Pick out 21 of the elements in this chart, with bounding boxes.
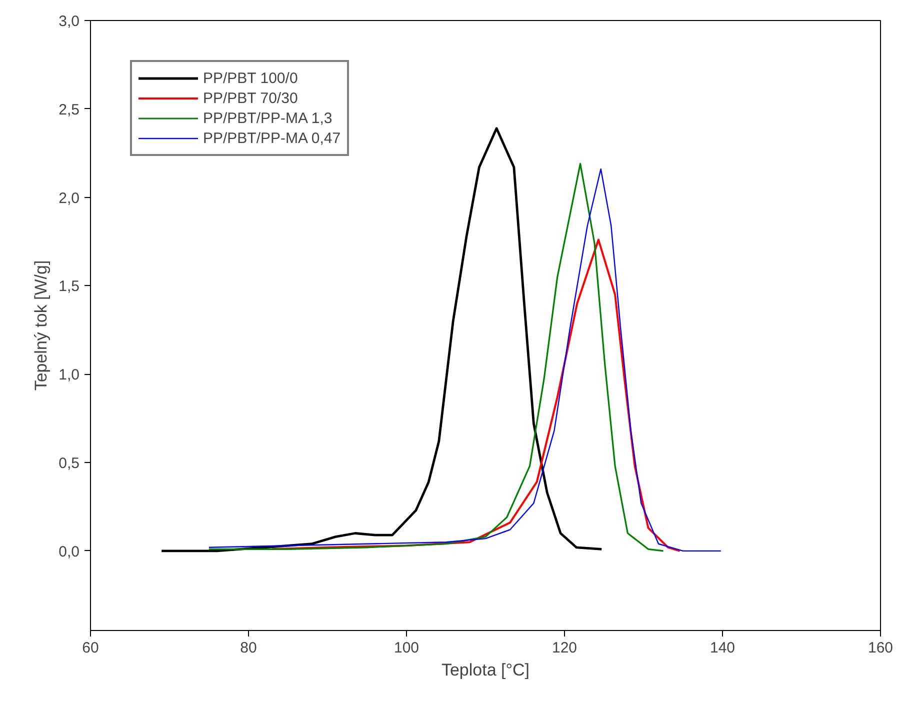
legend-label: PP/PBT 70/30 bbox=[203, 90, 298, 106]
x-tick-label: 100 bbox=[394, 640, 420, 656]
x-tick-label: 120 bbox=[552, 640, 578, 656]
legend-label: PP/PBT 100/0 bbox=[203, 70, 298, 86]
x-tick-label: 60 bbox=[82, 640, 99, 656]
legend-label: PP/PBT/PP-MA 1,3 bbox=[203, 110, 332, 126]
x-tick-label: 140 bbox=[710, 640, 736, 656]
x-tick-label: 160 bbox=[868, 640, 894, 656]
x-axis-title: Teplota [°C] bbox=[441, 660, 530, 680]
y-tick-label: 3,0 bbox=[58, 13, 80, 30]
y-tick-label: 0,0 bbox=[58, 543, 80, 560]
x-tick-label: 80 bbox=[240, 640, 257, 656]
y-axis-title: Tepelný tok [W/g] bbox=[32, 260, 51, 391]
line-series bbox=[160, 127, 603, 552]
y-tick-label: 0,5 bbox=[58, 455, 80, 472]
legend-label: PP/PBT/PP-MA 0,47 bbox=[203, 130, 341, 146]
line-series bbox=[271, 238, 681, 552]
y-tick-label: 2,0 bbox=[58, 190, 80, 207]
y-tick-label: 1,0 bbox=[58, 366, 80, 384]
y-tick-label: 2,5 bbox=[58, 101, 80, 118]
y-tick-label: 1,5 bbox=[58, 278, 80, 296]
